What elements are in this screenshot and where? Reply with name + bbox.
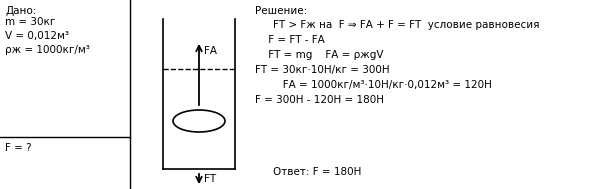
Text: F = FТ - FА: F = FТ - FА [265, 35, 325, 45]
Text: Дано:: Дано: [5, 6, 36, 16]
Text: F = ?: F = ? [5, 143, 32, 153]
Text: ρж = 1000кг/м³: ρж = 1000кг/м³ [5, 45, 90, 55]
Text: F = 300Н - 120Н = 180Н: F = 300Н - 120Н = 180Н [255, 95, 384, 105]
Text: FА = 1000кг/м³·10Н/кг·0,012м³ = 120Н: FА = 1000кг/м³·10Н/кг·0,012м³ = 120Н [273, 80, 492, 90]
Text: FТ = 30кг·10Н/кг = 300Н: FТ = 30кг·10Н/кг = 300Н [255, 65, 390, 75]
Text: FТ: FТ [204, 174, 216, 184]
Text: m = 30кг: m = 30кг [5, 17, 55, 27]
Text: FА: FА [204, 46, 217, 56]
Text: Ответ: F = 180Н: Ответ: F = 180Н [273, 167, 362, 177]
Text: FТ > Fж на  F ⇒ FА + F = FТ  условие равновесия: FТ > Fж на F ⇒ FА + F = FТ условие равно… [273, 20, 540, 30]
Text: Решение:: Решение: [255, 6, 307, 16]
Text: FТ = mg    FА = ρжgV: FТ = mg FА = ρжgV [265, 50, 384, 60]
Text: V = 0,012м³: V = 0,012м³ [5, 31, 69, 41]
